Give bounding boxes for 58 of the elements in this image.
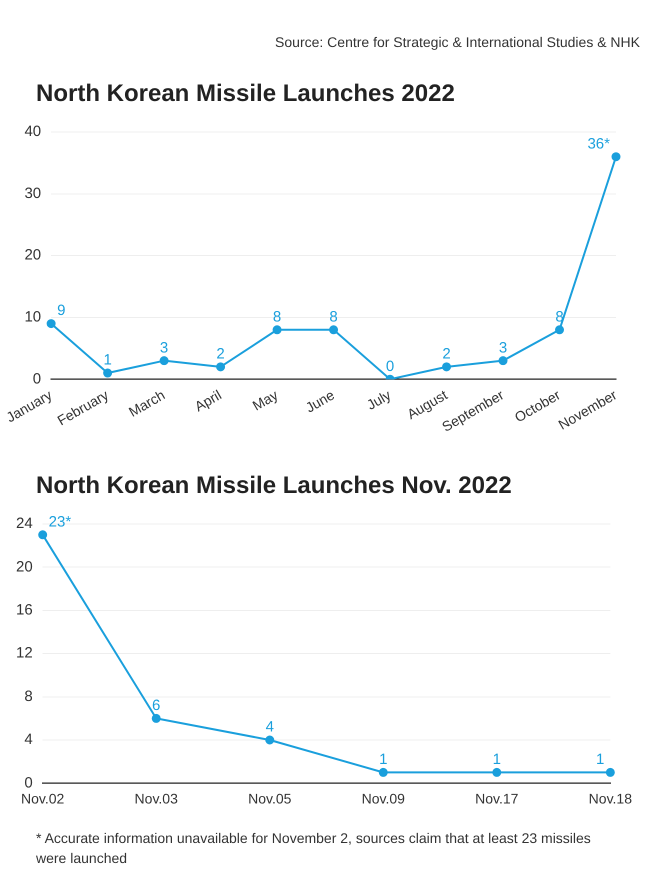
data-label: 1: [596, 751, 604, 768]
data-label: 2: [216, 345, 225, 362]
y-tick-label: 30: [24, 184, 42, 202]
chart-title: North Korean Missile Launches 2022: [36, 80, 456, 108]
y-tick-label: 0: [24, 774, 33, 792]
text: * Accurate information unavailable for November 2, sources claim that at least 23 missiles were launched: [36, 829, 592, 868]
y-tick-label: 8: [24, 688, 33, 705]
data-label: 6: [152, 697, 160, 714]
point: [498, 356, 508, 366]
data-label: 4: [266, 718, 274, 736]
x-tick-label: Nov.09: [362, 790, 406, 806]
data-label: 1: [103, 352, 112, 369]
y-tick-label: 12: [16, 644, 33, 662]
y-tick-label: 0: [32, 370, 42, 388]
point: [555, 325, 564, 334]
point: [152, 714, 161, 723]
data-label: 8: [272, 308, 282, 326]
point: [38, 530, 48, 540]
point: [160, 356, 169, 366]
y-tick-label: 20: [16, 558, 33, 576]
x-tick-label: May: [250, 386, 281, 414]
point: [272, 325, 282, 334]
x-tick-label: July: [364, 386, 394, 413]
x-tick-label: Nov.17: [475, 790, 519, 806]
point: [329, 325, 338, 334]
x-tick-label: Nov.18: [588, 790, 632, 806]
x-tick-label: Nov.03: [134, 790, 178, 806]
data-label: 9: [57, 302, 66, 320]
x-tick-label: Nov.05: [248, 790, 292, 806]
source-note: Source: Centre for Strategic & International Studies & NHK: [274, 34, 640, 50]
data-label: 3: [498, 339, 508, 356]
data-label: 2: [442, 345, 451, 362]
x-tick-label: Nov.02: [21, 790, 65, 806]
chart-title: North Korean Missile Launches Nov. 2022: [36, 472, 513, 500]
point: [492, 768, 502, 777]
data-label: 8: [329, 308, 338, 326]
data-label: 1: [379, 751, 388, 768]
y-tick-label: 24: [16, 515, 33, 532]
point: [265, 736, 274, 744]
point: [442, 362, 452, 372]
point: [606, 768, 615, 777]
point: [216, 362, 226, 372]
data-label: 0: [386, 358, 394, 375]
data-label: 3: [160, 339, 168, 356]
y-tick-label: 20: [24, 246, 42, 264]
y-tick-label: 40: [24, 123, 42, 140]
data-label: 1: [492, 751, 501, 768]
x-tick-label: April: [192, 386, 224, 414]
y-tick-label: 10: [24, 308, 42, 326]
point: [46, 319, 56, 328]
point: [378, 768, 388, 777]
y-tick-label: 4: [24, 731, 33, 748]
x-tick-label: June: [302, 386, 338, 416]
point: [612, 152, 620, 162]
point: [103, 368, 112, 378]
data-label: 23*: [48, 513, 72, 530]
data-label: 36*: [587, 135, 610, 152]
y-tick-label: 16: [16, 602, 33, 619]
